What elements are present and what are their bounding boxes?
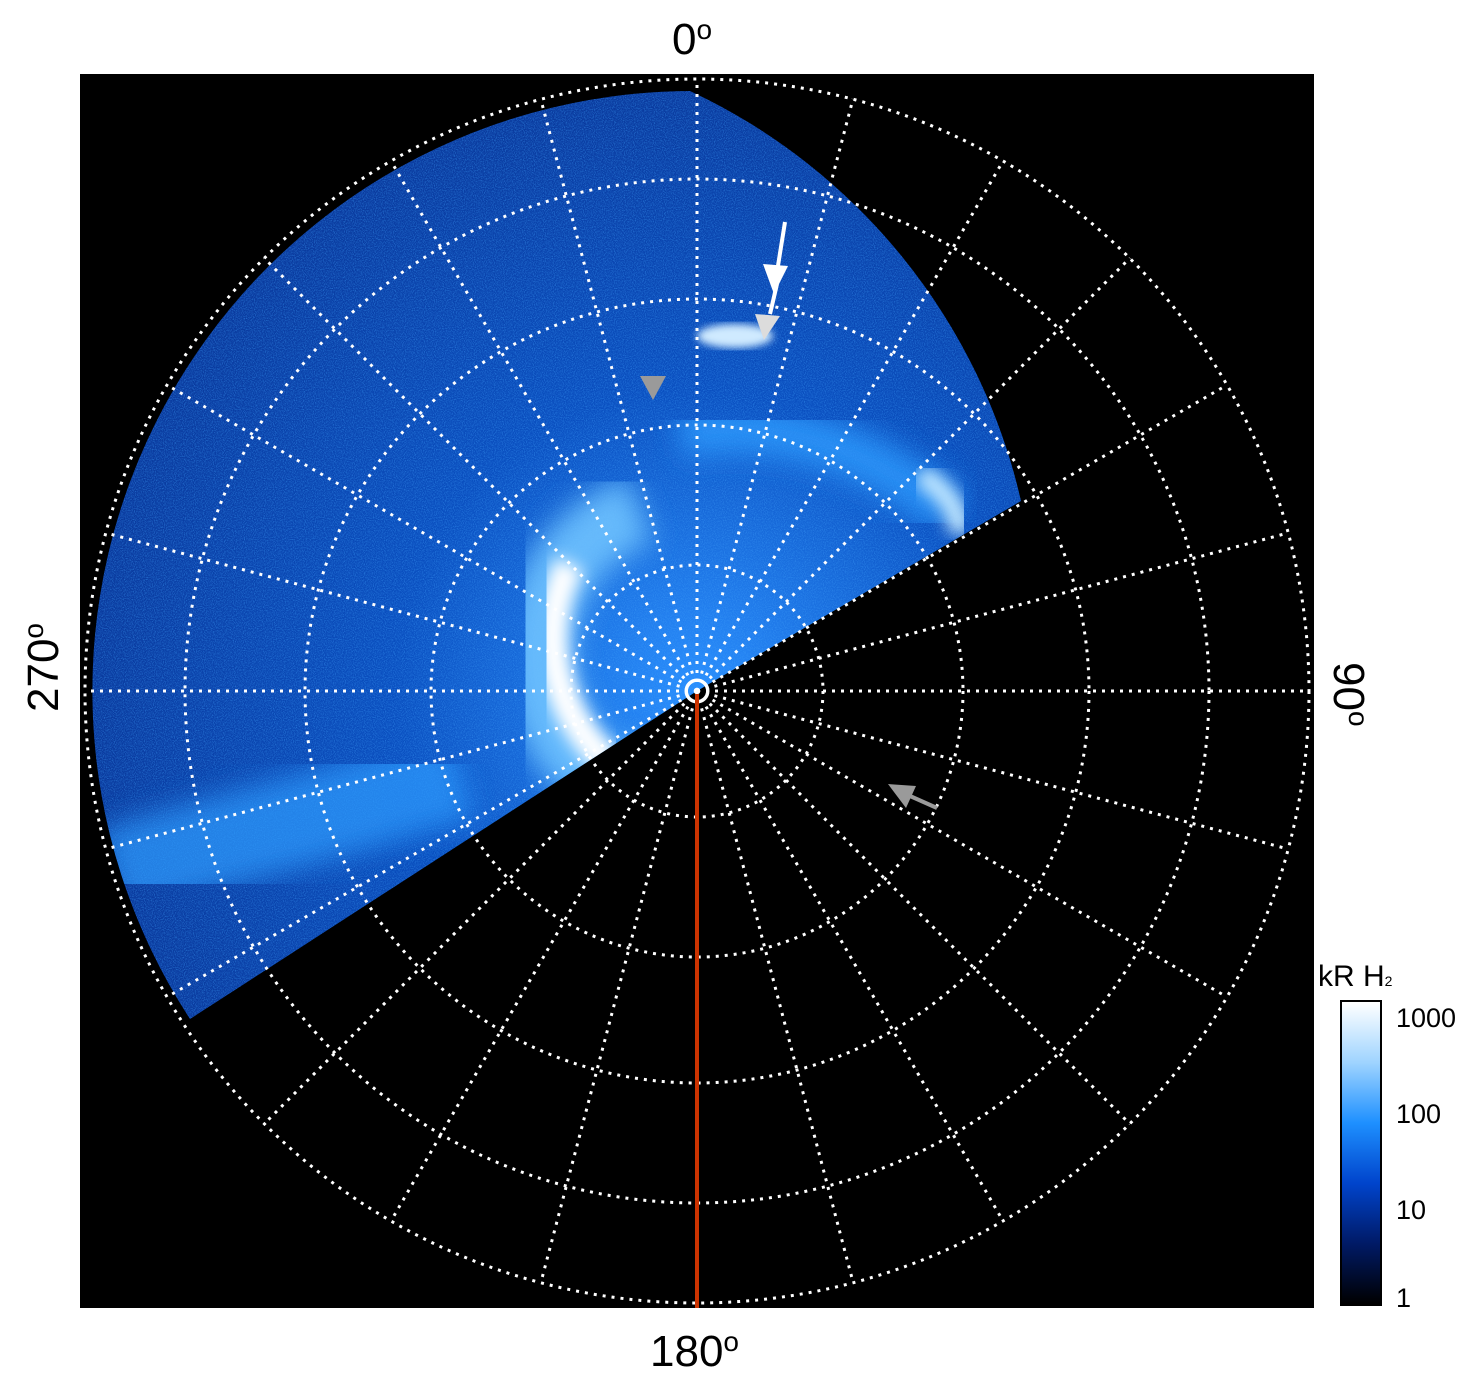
white-arrow-lower <box>755 283 780 340</box>
colorbar-tick-label: 100 <box>1396 1099 1442 1129</box>
gray-arrow-right <box>888 784 938 810</box>
colorbar-tick-label: 10 <box>1396 1195 1427 1225</box>
gray-arrow-left <box>640 376 666 400</box>
label-270-degrees: 270o <box>18 623 68 712</box>
colorbar-tick-label: 1000 <box>1396 1003 1457 1033</box>
aurora-polar-image <box>80 74 1314 1308</box>
white-arrow-upper <box>763 221 788 294</box>
polar-grid <box>83 77 1311 1305</box>
label-0-degrees: 0o <box>672 14 713 64</box>
colorbar <box>1340 1000 1382 1306</box>
label-180-degrees: 180o <box>650 1326 739 1376</box>
label-90-degrees: 90o <box>1324 662 1374 727</box>
colorbar-tick-label: 1 <box>1396 1283 1412 1313</box>
colorbar-title: kR H2 <box>1318 960 1393 993</box>
